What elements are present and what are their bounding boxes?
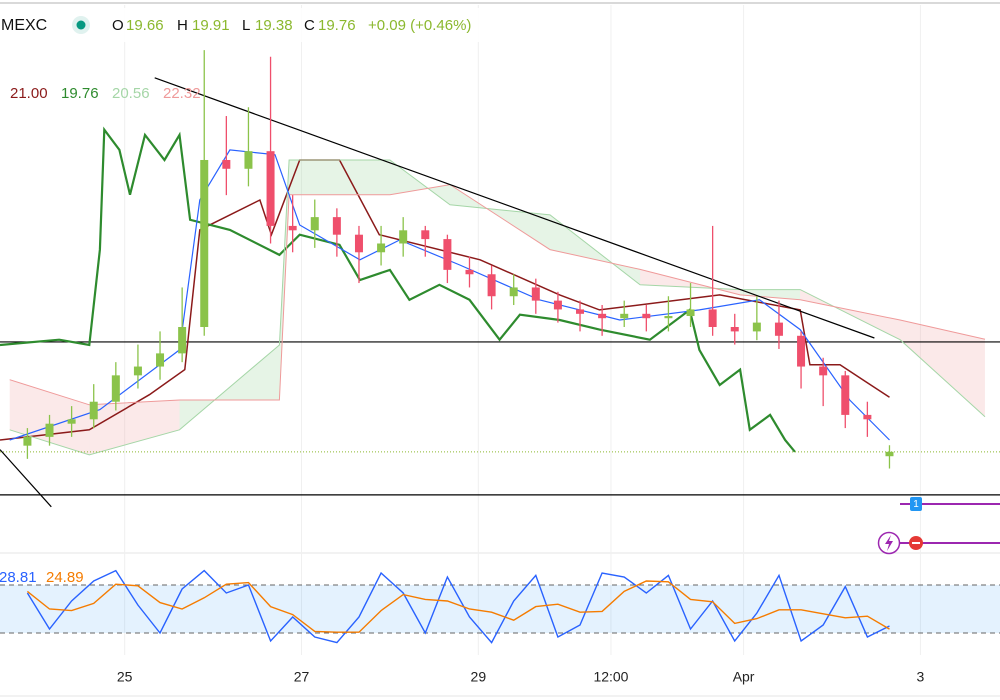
candle-body (200, 159, 209, 327)
candle-body (774, 322, 783, 336)
candle-body (509, 287, 518, 297)
x-tick-label: Apr (733, 669, 755, 685)
oscillator-value: 24.89 (46, 569, 84, 586)
candle-body (45, 423, 54, 437)
lightning-icon (885, 535, 893, 551)
candle-body (67, 419, 76, 424)
x-tick-label: 25 (117, 669, 133, 685)
candle-body (576, 309, 585, 314)
candle-body (288, 225, 297, 231)
x-tick-label: 12:00 (593, 669, 628, 685)
cloud-fill (740, 289, 801, 300)
oscillator-line (26, 569, 890, 644)
candle-body (178, 327, 187, 354)
candle-body (23, 436, 32, 446)
candle-body (664, 316, 673, 319)
ohlc-label: C (304, 17, 315, 34)
candle-body (598, 313, 607, 319)
candle-body (89, 401, 98, 420)
alert-badge-text: 1 (913, 499, 919, 510)
candle-body (377, 243, 386, 253)
candle-body (531, 287, 540, 301)
symbol: MEXC (1, 17, 47, 34)
oscillator-value: 28.81 (0, 569, 37, 586)
plot-area: 21.00 19.76 20.56 22.32 (0, 50, 1000, 508)
candle-body (553, 300, 562, 310)
candle-body (487, 274, 496, 297)
change: +0.09 (+0.46%) (368, 17, 471, 34)
band-fill (0, 585, 1000, 633)
candle-body (465, 269, 474, 275)
x-tick-label: 3 (917, 669, 925, 685)
candle-body (841, 375, 850, 415)
candle-body (443, 239, 452, 270)
trend-line (154, 77, 875, 339)
candle-body (310, 217, 319, 231)
oscillator-line (26, 580, 890, 633)
x-tick-label: 29 (471, 669, 487, 685)
ohlc-value: 19.66 (126, 17, 164, 34)
ohlc-value: 19.76 (318, 17, 356, 34)
indicator-line (0, 126, 796, 453)
candle-body (708, 309, 717, 327)
status-dot (76, 20, 86, 30)
cloud-fill (289, 159, 390, 195)
candle-body (863, 414, 872, 420)
cloud-fill (89, 399, 180, 455)
alert-badge[interactable] (910, 497, 922, 511)
candle-body (819, 366, 828, 376)
ohlc-label: H (177, 17, 188, 34)
candle-body (133, 366, 142, 376)
ohlc-value: 19.38 (255, 17, 293, 34)
legend-value: 22.32 (163, 85, 201, 102)
oscillator-pane: 28.81 24.89 (0, 569, 1000, 644)
candle-body (332, 217, 341, 235)
candle-body (620, 313, 629, 319)
candle-body (354, 234, 363, 253)
trend-line (0, 449, 52, 508)
candle-body (752, 322, 761, 332)
legend-value: 19.76 (61, 85, 99, 102)
legend-value: 20.56 (112, 85, 150, 102)
candle-body (399, 230, 408, 244)
ohlc-label: O (112, 17, 124, 34)
candle-body (730, 327, 739, 332)
candle-body (885, 451, 894, 457)
indicator-line (9, 159, 986, 456)
candle-body (797, 335, 806, 367)
candle-body (686, 309, 695, 317)
candle-body (244, 151, 253, 169)
candle-body (266, 151, 275, 226)
candle-body (111, 375, 120, 402)
x-tick-label: 27 (294, 669, 310, 685)
indicator-line (0, 159, 890, 441)
candle-body (156, 353, 165, 367)
ohlc-label: L (242, 17, 250, 34)
cloud-fill (900, 319, 985, 417)
candle-body (421, 230, 430, 240)
candle-body (642, 313, 651, 319)
legend-value: 21.00 (10, 85, 48, 102)
candle-body (222, 159, 231, 169)
ohlc-value: 19.91 (192, 17, 230, 34)
